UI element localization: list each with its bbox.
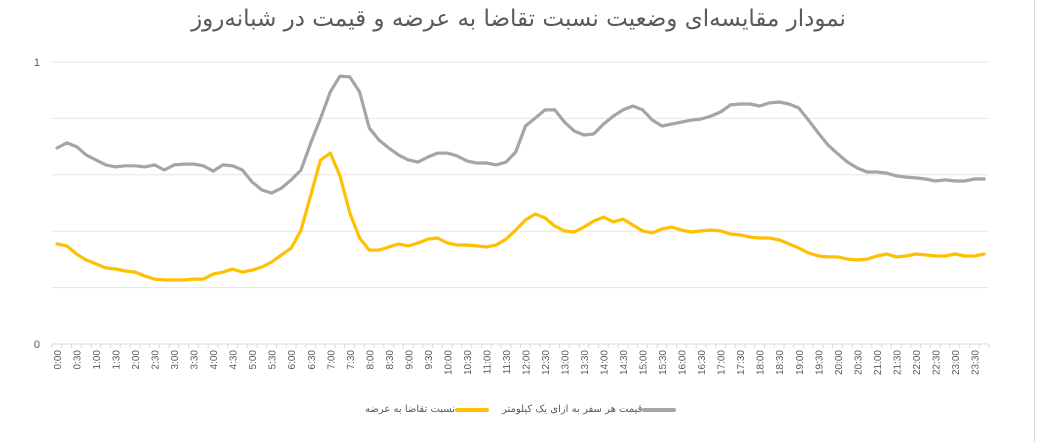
legend-label: قیمت هر سفر به ازای یک کیلومتر (502, 404, 643, 415)
x-tick-label: 9:00 (404, 350, 415, 370)
x-tick-label: 1:30 (112, 350, 123, 370)
x-tick-label: 11:00 (482, 350, 493, 375)
x-tick-label: 13:00 (561, 350, 572, 375)
x-tick-label: 5:00 (248, 350, 259, 370)
y-axis: 10 (34, 57, 40, 351)
x-tick-label: 17:30 (736, 350, 747, 375)
x-tick-label: 20:30 (853, 350, 864, 375)
gridlines (52, 61, 988, 289)
legend-item-demand-ratio[interactable]: نسبت تقاضا به عرضه (365, 404, 493, 415)
x-tick-label: 14:00 (600, 350, 611, 375)
x-tick-label: 14:30 (619, 350, 630, 375)
x-tick-label: 4:00 (209, 350, 220, 370)
x-tick-label: 22:30 (931, 350, 942, 375)
x-tick-label: 13:30 (580, 350, 591, 375)
x-tick-label: 21:30 (892, 350, 903, 375)
x-axis: 0:00 0:30 1:00 1:30 2:00 2:30 3:00 3:30 4:00 4:30… (51, 343, 990, 375)
x-tick-label: 7:30 (346, 350, 357, 370)
x-tick-label: 3:00 (170, 350, 181, 370)
x-tick-label: 2:30 (151, 350, 162, 370)
x-tick-label: 3:30 (190, 350, 201, 370)
chart-border (1034, 0, 1035, 442)
legend-swatch-gray (642, 407, 677, 412)
x-tick-label: 0:30 (73, 350, 84, 370)
x-tick-label: 23:30 (970, 350, 981, 375)
legend-label: نسبت تقاضا به عرضه (365, 404, 455, 415)
x-tick-label: 1:00 (92, 350, 103, 370)
x-tick-label: 5:30 (268, 350, 279, 370)
x-tick-label: 19:30 (814, 350, 825, 375)
x-tick-label: 8:00 (365, 350, 376, 370)
data-lines (55, 74, 986, 282)
x-tick-label: 6:00 (287, 350, 298, 370)
series-line-price-per-km (55, 74, 986, 195)
x-tick-label: 23:00 (951, 350, 962, 375)
x-tick-label: 15:00 (639, 350, 650, 375)
x-tick-label: 7:00 (326, 350, 337, 370)
x-tick-label: 19:00 (795, 350, 806, 375)
x-tick-label: 9:30 (424, 350, 435, 370)
x-tick-label: 10:30 (463, 350, 474, 375)
legend-swatch-yellow (455, 407, 489, 412)
x-tick-label: 15:30 (658, 350, 669, 375)
x-tick-label: 16:30 (697, 350, 708, 375)
x-tick-label: 8:30 (385, 350, 396, 370)
x-tick-label: 11:30 (502, 350, 513, 375)
chart-title: نمودار مقایسه‌ای وضعیت نسبت تقاضا به عرض… (191, 6, 846, 32)
x-tick-label: 6:30 (307, 350, 318, 370)
x-tick-label: 18:00 (756, 350, 767, 375)
x-tick-label: 2:00 (131, 350, 142, 370)
x-tick-label: 16:00 (678, 350, 689, 375)
x-tick-label: 21:00 (873, 350, 884, 375)
y-tick-label: 0 (34, 339, 40, 351)
x-tick-label: 0:00 (53, 350, 64, 370)
legend-item-price-per-km[interactable]: قیمت هر سفر به ازای یک کیلومتر (502, 404, 680, 415)
x-tick-label: 17:00 (717, 350, 728, 375)
x-tick-label: 10:00 (443, 350, 454, 375)
x-tick-label: 20:00 (834, 350, 845, 375)
x-tick-label: 18:30 (775, 350, 786, 375)
series-line-demand-ratio (55, 151, 986, 282)
x-tick-label: 12:00 (521, 350, 532, 375)
x-tick-label: 12:30 (541, 350, 552, 375)
x-tick-label: 4:30 (229, 350, 240, 370)
y-tick-label: 1 (34, 57, 40, 69)
legend: نسبت تقاضا به عرضه قیمت هر سفر به ازای ی… (0, 404, 1037, 424)
x-tick-label: 22:00 (912, 350, 923, 375)
